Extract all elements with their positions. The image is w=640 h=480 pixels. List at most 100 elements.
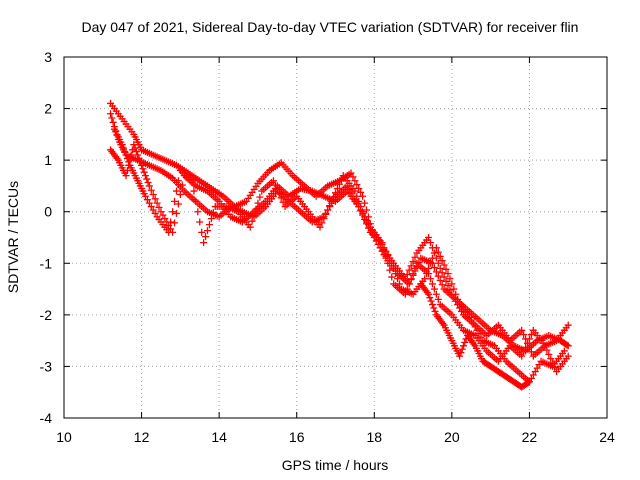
data-point: [355, 203, 363, 211]
data-point: [143, 175, 151, 183]
x-tick-label: 10: [56, 429, 72, 445]
data-point: [130, 141, 138, 149]
data-point: [541, 342, 549, 350]
data-point: [113, 131, 121, 139]
data-point: [405, 280, 413, 288]
data-point: [411, 264, 419, 272]
data-point: [563, 341, 571, 349]
data-point: [457, 349, 465, 357]
data-point: [353, 181, 361, 189]
data-point: [427, 239, 435, 247]
data-point: [454, 295, 462, 303]
plot-frame: [63, 56, 608, 419]
data-point: [527, 331, 535, 339]
data-point: [351, 187, 359, 195]
series-trace-a: [107, 99, 572, 355]
x-tick-label: 22: [522, 429, 538, 445]
y-tick-label: -3: [40, 358, 53, 374]
data-point: [401, 290, 409, 298]
data-point: [409, 270, 417, 278]
y-tick-label: -1: [40, 255, 53, 271]
data-point: [357, 188, 365, 196]
data-point: [525, 335, 533, 343]
x-tick-label: 18: [366, 429, 382, 445]
data-point: [403, 285, 411, 293]
data-point: [390, 264, 398, 272]
data-point: [394, 275, 402, 283]
data-point: [141, 172, 149, 180]
data-point: [388, 273, 396, 281]
data-point: [438, 269, 446, 277]
series-trace-b: [107, 141, 572, 360]
data-point: [165, 228, 173, 236]
y-axis-ticks: -4 -3 -2 -1 0 1 2 3: [40, 49, 607, 426]
data-point: [448, 280, 456, 288]
x-axis-ticks: 10 12 14 16 18 20 22 24: [56, 57, 615, 445]
data-point: [167, 218, 175, 226]
data-point: [405, 266, 413, 274]
data-point: [378, 239, 386, 247]
x-tick-label: 24: [599, 429, 615, 445]
data-point: [518, 326, 526, 334]
data-point: [522, 344, 530, 352]
data-point: [333, 185, 341, 193]
data-point: [155, 203, 163, 211]
x-tick-label: 16: [289, 429, 305, 445]
data-point: [363, 220, 371, 228]
x-axis-title: GPS time / hours: [282, 457, 389, 473]
data-point: [425, 290, 433, 298]
data-point: [523, 339, 531, 347]
data-point: [427, 297, 435, 305]
data-point: [246, 223, 254, 231]
data-point: [176, 191, 184, 199]
data-point: [204, 227, 212, 235]
data-point: [549, 359, 557, 367]
data-point: [545, 350, 553, 358]
x-tick-label: 14: [211, 429, 227, 445]
data-point: [196, 218, 204, 226]
data-point: [144, 178, 152, 186]
data-point: [380, 246, 388, 254]
y-tick-label: 0: [44, 204, 52, 220]
data-point: [430, 285, 438, 293]
y-tick-label: 1: [44, 152, 52, 168]
data-point: [169, 208, 177, 216]
data-point: [153, 199, 161, 207]
y-tick-label: 3: [44, 49, 52, 65]
data-point: [200, 239, 208, 247]
data-point: [426, 294, 434, 302]
data-point: [434, 295, 442, 303]
data-point: [434, 272, 442, 280]
data-point: [347, 169, 355, 177]
data-point: [551, 363, 559, 371]
data-point: [452, 290, 460, 298]
data-point: [432, 290, 440, 298]
y-tick-label: -4: [40, 410, 53, 426]
data-point: [271, 181, 279, 189]
data-point: [386, 266, 394, 274]
data-point: [151, 195, 159, 203]
data-point: [145, 182, 153, 190]
data-point: [444, 282, 452, 290]
data-point: [279, 198, 287, 206]
data-point: [520, 331, 528, 339]
data-point: [403, 270, 411, 278]
data-point: [392, 270, 400, 278]
data-point: [316, 223, 324, 231]
data-point: [438, 281, 446, 289]
data-point: [425, 234, 433, 241]
data-point: [543, 346, 551, 354]
data-point: [428, 301, 436, 309]
data-point: [149, 191, 157, 199]
data-point: [430, 304, 438, 312]
data-point: [109, 118, 117, 126]
data-point: [450, 285, 458, 293]
data-point: [432, 268, 440, 276]
data-point: [425, 270, 433, 278]
data-point: [434, 248, 442, 256]
data-point: [172, 209, 180, 217]
data-point: [171, 219, 179, 227]
data-point: [254, 199, 262, 207]
data-point: [518, 352, 526, 360]
data-point: [427, 259, 435, 267]
